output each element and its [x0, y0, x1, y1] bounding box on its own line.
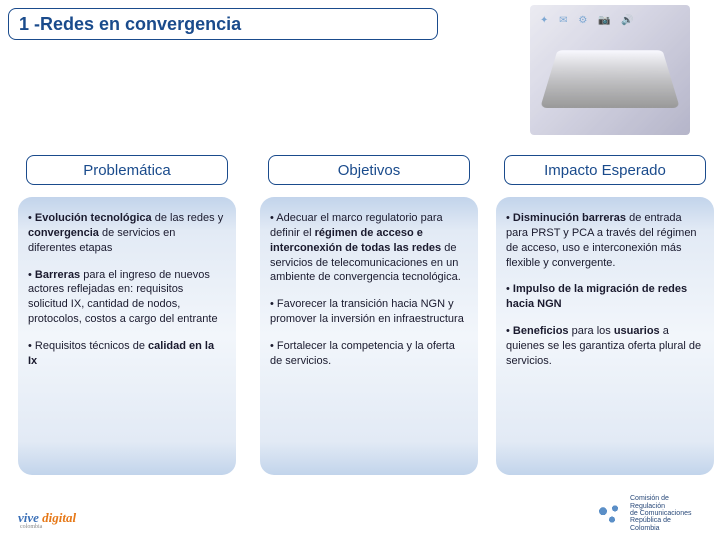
- column-header-label: Problemática: [83, 162, 171, 179]
- crc-line: República de Colombia: [630, 517, 702, 532]
- column-header-problematica: Problemática: [26, 155, 228, 185]
- bullet-item: • Beneficios para los usuarios a quienes…: [506, 324, 704, 369]
- bullet-item: • Adecuar el marco regulatorio para defi…: [270, 211, 468, 285]
- bullet-item: • Requisitos técnicos de calidad en la I…: [28, 339, 226, 369]
- slide-title-text: 1 -Redes en convergencia: [19, 14, 241, 35]
- column-body-objetivos: • Adecuar el marco regulatorio para defi…: [260, 197, 478, 475]
- footer-digital: digital: [39, 510, 76, 525]
- footer-logo-vive-digital: vive digital colombia: [18, 510, 76, 530]
- footer-vive: vive: [18, 510, 39, 525]
- slide-title: 1 -Redes en convergencia: [8, 8, 438, 40]
- column-body-impacto: • Disminución barreras de entrada para P…: [496, 197, 714, 475]
- crc-line: Comisión de Regulación: [630, 495, 702, 510]
- footer-logo-crc: Comisión de Regulación de Comunicaciones…: [594, 495, 702, 532]
- column-header-impacto: Impacto Esperado: [504, 155, 706, 185]
- bullet-item: • Evolución tecnológica de las redes y c…: [28, 211, 226, 256]
- bullet-item: • Favorecer la transición hacia NGN y pr…: [270, 297, 468, 327]
- bullet-item: • Disminución barreras de entrada para P…: [506, 211, 704, 270]
- column-header-objetivos: Objetivos: [268, 155, 470, 185]
- column-header-label: Impacto Esperado: [544, 162, 666, 179]
- bullet-item: • Impulso de la migración de redes hacia…: [506, 282, 704, 312]
- bullet-item: • Fortalecer la competencia y la oferta …: [270, 339, 468, 369]
- crc-line: de Comunicaciones: [630, 510, 702, 517]
- crc-text: Comisión de Regulación de Comunicaciones…: [630, 495, 702, 532]
- column-header-label: Objetivos: [338, 162, 401, 179]
- bullet-item: • Barreras para el ingreso de nuevos act…: [28, 268, 226, 327]
- crc-icon: [594, 500, 624, 528]
- column-body-problematica: • Evolución tecnológica de las redes y c…: [18, 197, 236, 475]
- decorative-image: [530, 5, 690, 135]
